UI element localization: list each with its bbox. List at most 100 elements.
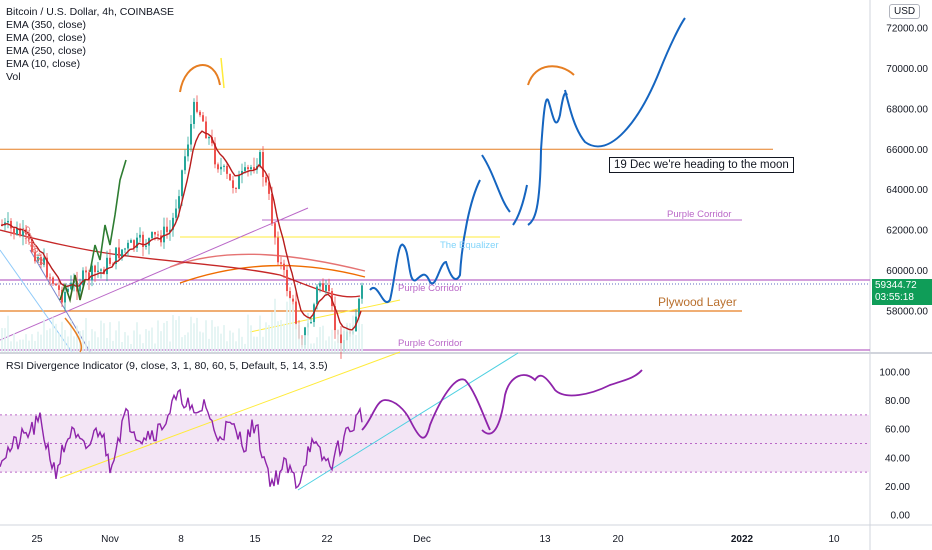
symbol-title[interactable]: Bitcoin / U.S. Dollar, 4h, COINBASE: [6, 6, 175, 18]
candle-body: [43, 257, 45, 265]
volume-bar: [175, 320, 177, 352]
volume-bar: [229, 330, 231, 352]
candle-body: [22, 229, 24, 236]
candle-body: [10, 220, 12, 229]
indicator-ema250[interactable]: EMA (250, close): [6, 45, 86, 57]
rsi-indicator-title[interactable]: RSI Divergence Indicator (9, close, 3, 1…: [6, 360, 328, 372]
candle-body: [85, 270, 87, 273]
candle-body: [193, 101, 195, 124]
orange-low-swing: [64, 317, 82, 353]
volume-bar: [94, 331, 96, 352]
volume-bar: [112, 340, 114, 352]
volume-bar: [139, 334, 141, 352]
candle-body: [94, 265, 96, 272]
indicator-ema10[interactable]: EMA (10, close): [6, 58, 81, 70]
volume-bar: [43, 319, 45, 352]
volume-bar: [91, 329, 93, 352]
ema200-line: [0, 229, 361, 298]
time-tick-label: 15: [249, 534, 261, 545]
candle-body: [67, 288, 69, 292]
time-tick-label: Nov: [101, 534, 119, 545]
candle-body: [121, 249, 123, 258]
candle-body: [325, 285, 327, 291]
volume-bar: [268, 324, 270, 352]
volume-bar: [76, 325, 78, 352]
volume-bar: [316, 337, 318, 352]
candle-body: [82, 270, 84, 286]
candle-body: [55, 283, 57, 286]
candle-body: [91, 265, 93, 281]
candle-body: [127, 242, 129, 249]
candle-body: [319, 283, 321, 287]
candle-body: [283, 263, 285, 270]
volume-bar: [34, 340, 36, 352]
indicator-volume[interactable]: Vol: [6, 71, 21, 83]
equalizer-label: The Equalizer: [440, 240, 499, 251]
purple-corridor-label-lower: Purple Corridor: [398, 338, 462, 349]
candle-body: [13, 228, 15, 235]
volume-bar: [130, 343, 132, 352]
candle-body: [208, 137, 210, 139]
indicator-ema350[interactable]: EMA (350, close): [6, 19, 86, 31]
volume-bar: [1, 328, 3, 352]
volume-bar: [256, 336, 258, 352]
chart-legend: Bitcoin / U.S. Dollar, 4h, COINBASE EMA …: [6, 6, 174, 84]
moon-note-box[interactable]: 19 Dec we're heading to the moon: [609, 157, 794, 173]
rsi-legend[interactable]: RSI Divergence Indicator (9, close, 3, 1…: [6, 360, 328, 373]
volume-bar: [55, 323, 57, 352]
volume-bar: [193, 323, 195, 352]
volume-bar: [22, 339, 24, 352]
time-axis[interactable]: 25 Nov 8 15 22 Dec 13 20 2022 10: [31, 534, 840, 545]
indicator-ema200[interactable]: EMA (200, close): [6, 32, 86, 44]
last-price-tag: 59344.72 03:55:18: [872, 279, 932, 305]
volume-bar: [310, 343, 312, 352]
rsi-axis[interactable]: 100.00 80.00 60.00 40.00 20.00 0.00: [879, 368, 910, 522]
volume-bar: [121, 341, 123, 352]
candle-body: [40, 257, 42, 265]
volume-bar: [331, 329, 333, 352]
volume-bar: [25, 334, 27, 352]
volume-bar: [19, 339, 21, 352]
volume-bar: [160, 331, 162, 352]
volume-bar: [190, 316, 192, 352]
volume-bar: [154, 343, 156, 352]
candle-body: [88, 272, 90, 281]
projection-path-1: [369, 179, 481, 304]
projection-path-5: [564, 17, 686, 148]
top-arc-right: [527, 65, 575, 86]
volume-bar: [322, 325, 324, 352]
rsi-tick-label: 100.00: [879, 368, 910, 379]
candle-body: [286, 269, 288, 292]
volume-bar: [199, 331, 201, 352]
candle-body: [226, 165, 228, 174]
volume-bar: [85, 318, 87, 352]
candle-body: [334, 306, 336, 331]
volume-bar: [238, 328, 240, 352]
green-trend-segment-b: [59, 274, 86, 304]
volume-bar: [49, 328, 51, 352]
candle-body: [340, 334, 342, 352]
volume-bar: [181, 337, 183, 352]
volume-bar: [115, 330, 117, 352]
volume-bar: [346, 322, 348, 352]
candle-body: [244, 167, 246, 171]
price-panel[interactable]: [0, 0, 870, 352]
volume-bar: [184, 334, 186, 352]
volume-bar: [166, 321, 168, 352]
price-axis[interactable]: 72000.00 70000.00 68000.00 66000.00 64000.00…: [886, 24, 928, 318]
candle-body: [19, 228, 21, 236]
volume-bar: [349, 323, 351, 352]
volume-bar: [97, 337, 99, 352]
candle-body: [295, 301, 297, 325]
candle-body: [262, 152, 264, 178]
candle-body: [292, 298, 294, 302]
candle-body: [97, 270, 99, 272]
volume-bar: [295, 323, 297, 352]
ema250-line: [179, 264, 366, 284]
volume-bar: [7, 315, 9, 352]
currency-badge[interactable]: USD: [889, 4, 921, 19]
purple-corridor-label-upper: Purple Corridor: [667, 209, 731, 220]
candle-body: [100, 269, 102, 271]
candle-body: [232, 180, 234, 189]
